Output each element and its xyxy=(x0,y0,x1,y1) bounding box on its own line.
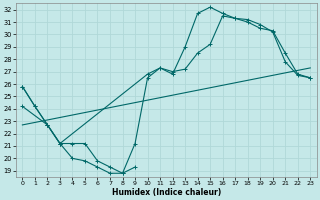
X-axis label: Humidex (Indice chaleur): Humidex (Indice chaleur) xyxy=(112,188,221,197)
